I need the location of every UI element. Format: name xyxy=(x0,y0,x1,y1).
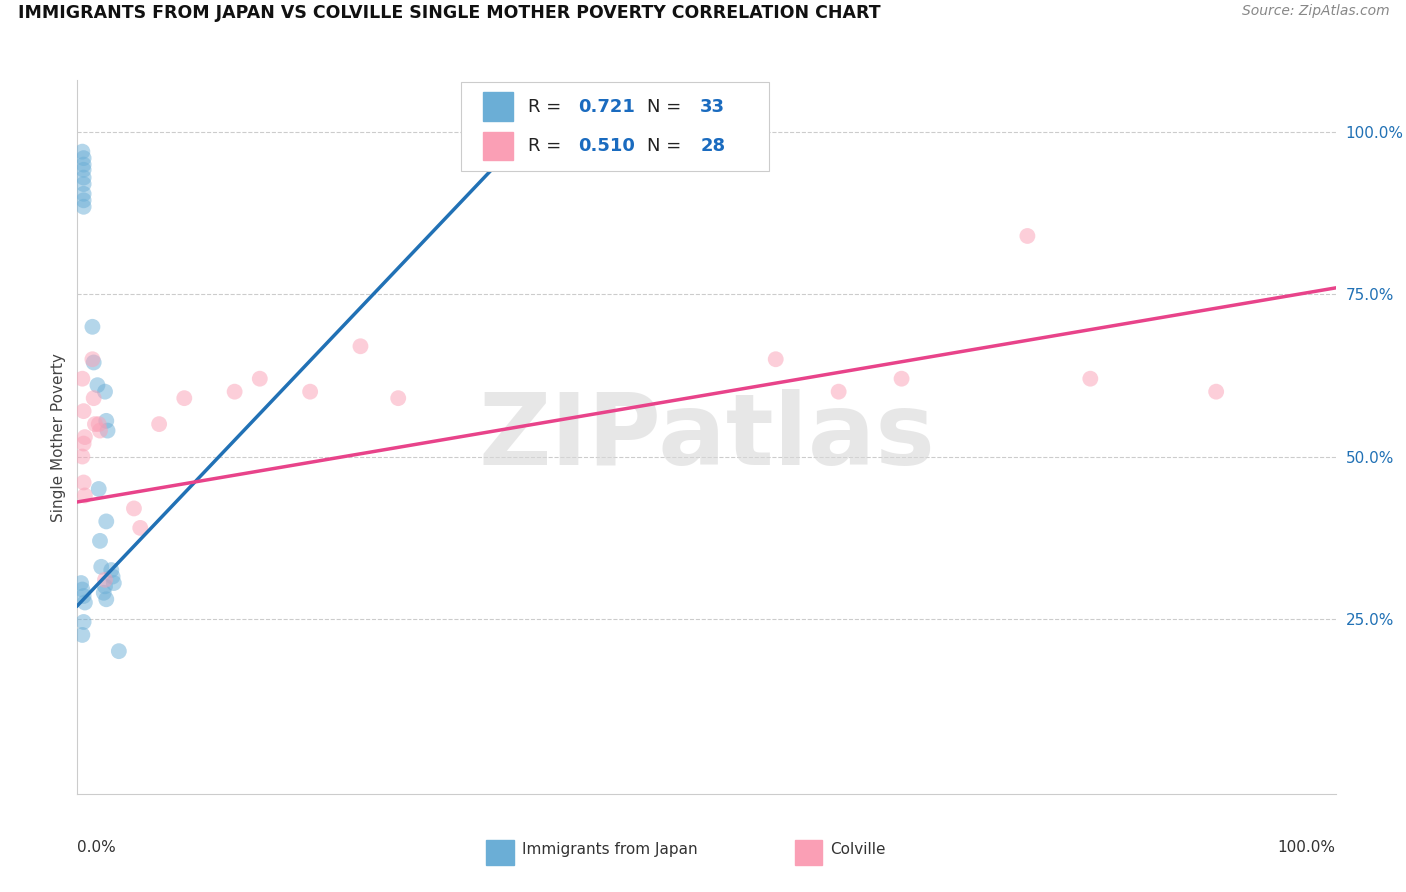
Point xyxy=(387,391,409,405)
Point xyxy=(87,482,110,496)
Point xyxy=(96,414,118,428)
Point xyxy=(94,579,117,593)
Point xyxy=(890,372,912,386)
Point xyxy=(349,339,371,353)
Point xyxy=(1205,384,1227,399)
Y-axis label: Single Mother Poverty: Single Mother Poverty xyxy=(51,352,66,522)
Point xyxy=(122,501,145,516)
Point xyxy=(72,177,94,191)
Point xyxy=(89,533,111,548)
Point xyxy=(72,372,94,386)
Text: 28: 28 xyxy=(700,137,725,155)
Point xyxy=(72,404,94,418)
Point xyxy=(72,151,94,165)
Point xyxy=(299,384,322,399)
Text: 100.0%: 100.0% xyxy=(1278,840,1336,855)
Point xyxy=(72,475,94,490)
Text: R =: R = xyxy=(527,97,567,116)
Point xyxy=(96,424,118,438)
Point xyxy=(94,573,117,587)
Point xyxy=(1017,229,1039,244)
Text: Colville: Colville xyxy=(830,842,886,857)
Point xyxy=(70,576,93,591)
FancyBboxPatch shape xyxy=(482,132,513,161)
Point xyxy=(72,450,94,464)
Point xyxy=(100,563,122,577)
FancyBboxPatch shape xyxy=(461,82,769,171)
Text: 0.510: 0.510 xyxy=(578,137,636,155)
Text: Source: ZipAtlas.com: Source: ZipAtlas.com xyxy=(1241,4,1389,19)
Point xyxy=(86,378,108,392)
Point xyxy=(224,384,246,399)
Point xyxy=(72,589,94,603)
Point xyxy=(148,417,170,431)
Text: ZIPatlas: ZIPatlas xyxy=(478,389,935,485)
Point xyxy=(72,145,94,159)
Point xyxy=(94,384,117,399)
Point xyxy=(83,355,105,369)
Point xyxy=(84,417,107,431)
Text: IMMIGRANTS FROM JAPAN VS COLVILLE SINGLE MOTHER POVERTY CORRELATION CHART: IMMIGRANTS FROM JAPAN VS COLVILLE SINGLE… xyxy=(18,4,882,22)
Point xyxy=(72,615,94,629)
Point xyxy=(765,352,787,367)
Text: 33: 33 xyxy=(700,97,725,116)
Point xyxy=(72,200,94,214)
Point xyxy=(72,162,94,177)
Point xyxy=(73,430,96,444)
Point xyxy=(93,586,115,600)
Point xyxy=(103,576,125,591)
Point xyxy=(72,582,94,597)
Text: R =: R = xyxy=(527,137,567,155)
FancyBboxPatch shape xyxy=(482,93,513,121)
Point xyxy=(96,592,118,607)
Point xyxy=(108,644,131,658)
Point xyxy=(129,521,152,535)
Point xyxy=(72,158,94,172)
Point xyxy=(1078,372,1101,386)
Point xyxy=(82,352,104,367)
Point xyxy=(83,391,105,405)
Point xyxy=(73,488,96,502)
Point xyxy=(72,170,94,185)
Point xyxy=(72,194,94,208)
Text: N =: N = xyxy=(647,97,688,116)
FancyBboxPatch shape xyxy=(486,840,515,865)
Point xyxy=(72,436,94,450)
Text: N =: N = xyxy=(647,137,688,155)
Text: 0.0%: 0.0% xyxy=(77,840,117,855)
Point xyxy=(101,569,124,583)
Point xyxy=(89,424,111,438)
Point xyxy=(827,384,849,399)
Point xyxy=(96,515,118,529)
Point xyxy=(173,391,195,405)
Point xyxy=(90,559,112,574)
FancyBboxPatch shape xyxy=(794,840,823,865)
Point xyxy=(87,417,110,431)
Text: 0.721: 0.721 xyxy=(578,97,636,116)
Point xyxy=(72,628,94,642)
Point xyxy=(506,145,529,159)
Text: Immigrants from Japan: Immigrants from Japan xyxy=(522,842,697,857)
Point xyxy=(73,595,96,609)
Point xyxy=(72,186,94,201)
Point xyxy=(249,372,271,386)
Point xyxy=(82,319,104,334)
